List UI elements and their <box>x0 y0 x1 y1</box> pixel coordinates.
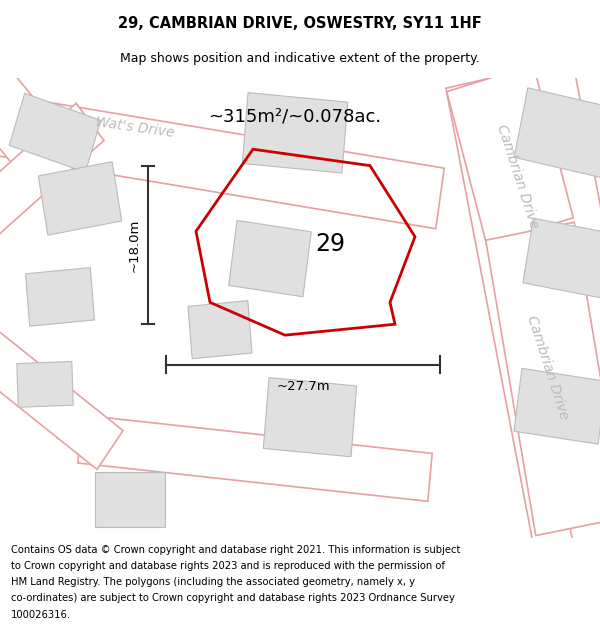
Text: ~18.0m: ~18.0m <box>128 218 140 272</box>
Polygon shape <box>229 221 311 297</box>
Text: 29, CAMBRIAN DRIVE, OSWESTRY, SY11 1HF: 29, CAMBRIAN DRIVE, OSWESTRY, SY11 1HF <box>118 16 482 31</box>
Polygon shape <box>447 64 573 245</box>
Text: HM Land Registry. The polygons (including the associated geometry, namely x, y: HM Land Registry. The polygons (includin… <box>11 578 415 587</box>
Text: Cambrian Drive: Cambrian Drive <box>524 314 571 422</box>
Polygon shape <box>523 218 600 299</box>
Polygon shape <box>26 268 94 326</box>
Polygon shape <box>0 92 444 229</box>
Polygon shape <box>514 88 600 178</box>
Polygon shape <box>0 103 104 239</box>
Polygon shape <box>9 93 101 172</box>
Text: 100026316.: 100026316. <box>11 609 71 619</box>
Text: Wat's Drive: Wat's Drive <box>95 115 175 140</box>
Polygon shape <box>242 92 347 173</box>
Text: Cambrian Drive: Cambrian Drive <box>494 122 541 231</box>
Text: Contains OS data © Crown copyright and database right 2021. This information is : Contains OS data © Crown copyright and d… <box>11 545 460 555</box>
Polygon shape <box>188 301 252 359</box>
Polygon shape <box>0 58 81 197</box>
Polygon shape <box>263 378 356 457</box>
Polygon shape <box>486 68 600 559</box>
Polygon shape <box>0 327 123 469</box>
Polygon shape <box>486 222 600 536</box>
Polygon shape <box>514 368 600 444</box>
Polygon shape <box>95 472 165 526</box>
Text: 29: 29 <box>315 232 345 256</box>
Text: Map shows position and indicative extent of the property.: Map shows position and indicative extent… <box>120 52 480 65</box>
Polygon shape <box>78 415 432 501</box>
Polygon shape <box>446 68 600 559</box>
Polygon shape <box>17 361 73 408</box>
Text: to Crown copyright and database rights 2023 and is reproduced with the permissio: to Crown copyright and database rights 2… <box>11 561 445 571</box>
Text: ~27.7m: ~27.7m <box>276 380 330 393</box>
Text: co-ordinates) are subject to Crown copyright and database rights 2023 Ordnance S: co-ordinates) are subject to Crown copyr… <box>11 593 455 603</box>
Text: ~315m²/~0.078ac.: ~315m²/~0.078ac. <box>208 107 382 126</box>
Polygon shape <box>38 162 122 235</box>
